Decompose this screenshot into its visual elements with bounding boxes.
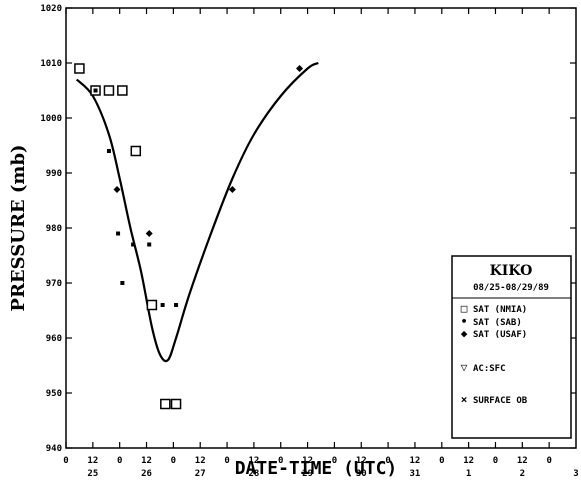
marker-sat-nmia: [146, 299, 158, 311]
marker-sat-sab: [93, 88, 98, 93]
y-tick-label: 940: [46, 444, 62, 454]
y-tick-label: 1020: [40, 4, 62, 14]
x-tick-label: 0: [117, 456, 122, 466]
legend-entries: □ SAT (NMIA) • SAT (SAB) ◆ SAT (USAF) ▽ AC:SFC ×…: [461, 302, 528, 406]
legend-date-range: 08/25-08/29/89: [473, 283, 549, 293]
x-tick-label: 0: [385, 456, 390, 466]
x-tick-label: 0: [439, 456, 444, 466]
x-tick-label: 0: [278, 456, 283, 466]
marker-sat-nmia: [130, 145, 142, 157]
x-tick-label: 12: [87, 456, 98, 466]
x-date-label: 25: [87, 469, 98, 479]
y-tick-label: 970: [46, 279, 62, 289]
x-axis-label: DATE-TIME (UTC): [235, 458, 398, 479]
legend-label: SAT (NMIA): [473, 305, 527, 315]
y-tick-label: 990: [46, 169, 62, 179]
x-tick-label: 0: [171, 456, 176, 466]
x-axis-ticks: 0 12 0 12 0 12 0 12 0 12 0 12 0 12 0 12 0 12 025 26 27 28 29 30…: [63, 8, 579, 479]
x-tick-label: 0: [224, 456, 229, 466]
marker-sat-sab: [120, 281, 125, 285]
y-tick-label: 1000: [40, 114, 62, 124]
x-tick-label: 12: [517, 456, 528, 466]
legend-symbol: ×: [461, 393, 468, 406]
fit-curve-line: [75, 61, 319, 363]
legend-title: KIKO: [490, 263, 533, 279]
x-date-label: 27: [195, 469, 206, 479]
x-date-label: 3: [573, 469, 578, 479]
x-date-label: 1: [466, 469, 471, 479]
x-tick-label: 12: [410, 456, 421, 466]
x-date-label: 30: [356, 469, 367, 479]
x-tick-label: 12: [463, 456, 474, 466]
marker-sat-nmia: [117, 85, 128, 96]
legend-label: SAT (USAF): [473, 330, 527, 340]
marker-sat-nmia: [160, 398, 171, 410]
x-date-label: 28: [248, 469, 259, 479]
legend-symbol: □: [461, 302, 468, 315]
x-tick-label: 12: [195, 456, 206, 466]
x-tick-label: 12: [302, 456, 313, 466]
legend-label: SAT (SAB): [473, 318, 522, 328]
legend-symbol: •: [461, 315, 468, 328]
y-tick-label: 950: [46, 389, 62, 399]
marker-sat-sab: [116, 231, 121, 236]
legend-symbol: ◆: [461, 327, 468, 340]
y-tick-label: 1010: [40, 59, 62, 69]
y-axis-ticks: 1020 1010 1000 990 980 970 960 950 940: [40, 4, 576, 454]
marker-sat-usaf: [145, 230, 153, 237]
marker-sat-sab: [174, 303, 179, 307]
marker-sat-sab: [131, 242, 136, 247]
y-tick-label: 980: [46, 224, 62, 234]
y-axis-label: PRESSURE (mb): [8, 144, 29, 311]
marker-sat-usaf: [296, 65, 304, 72]
x-date-label: 29: [302, 469, 313, 479]
marker-sat-nmia: [74, 63, 85, 74]
marker-sat-nmia: [103, 85, 115, 96]
marker-sat-nmia: [170, 398, 182, 410]
x-tick-label: 0: [546, 456, 551, 466]
x-tick-label: 12: [141, 456, 152, 466]
x-tick-label: 0: [493, 456, 498, 466]
marker-sat-sab: [160, 303, 165, 307]
x-tick-label: 12: [248, 456, 259, 466]
y-tick-label: 960: [46, 334, 62, 344]
x-tick-label: 0: [332, 456, 337, 466]
x-tick-label: 12: [356, 456, 367, 466]
legend-label: AC:SFC: [473, 364, 506, 374]
legend-label: SURFACE OB: [473, 396, 528, 406]
marker-sat-sab: [147, 242, 152, 247]
data-markers: [74, 63, 304, 410]
x-tick-label: 0: [63, 456, 68, 466]
legend-symbol: ▽: [461, 361, 468, 374]
x-date-label: 2: [520, 469, 525, 479]
legend-box: KIKO 08/25-08/29/89 □ SAT (NMIA) • SAT (SAB…: [451, 255, 572, 439]
x-date-label: 31: [410, 469, 421, 479]
marker-sat-usaf: [228, 186, 236, 193]
x-date-label: 26: [141, 469, 152, 479]
marker-sat-usaf: [113, 186, 121, 193]
marker-sat-sab: [106, 149, 111, 153]
